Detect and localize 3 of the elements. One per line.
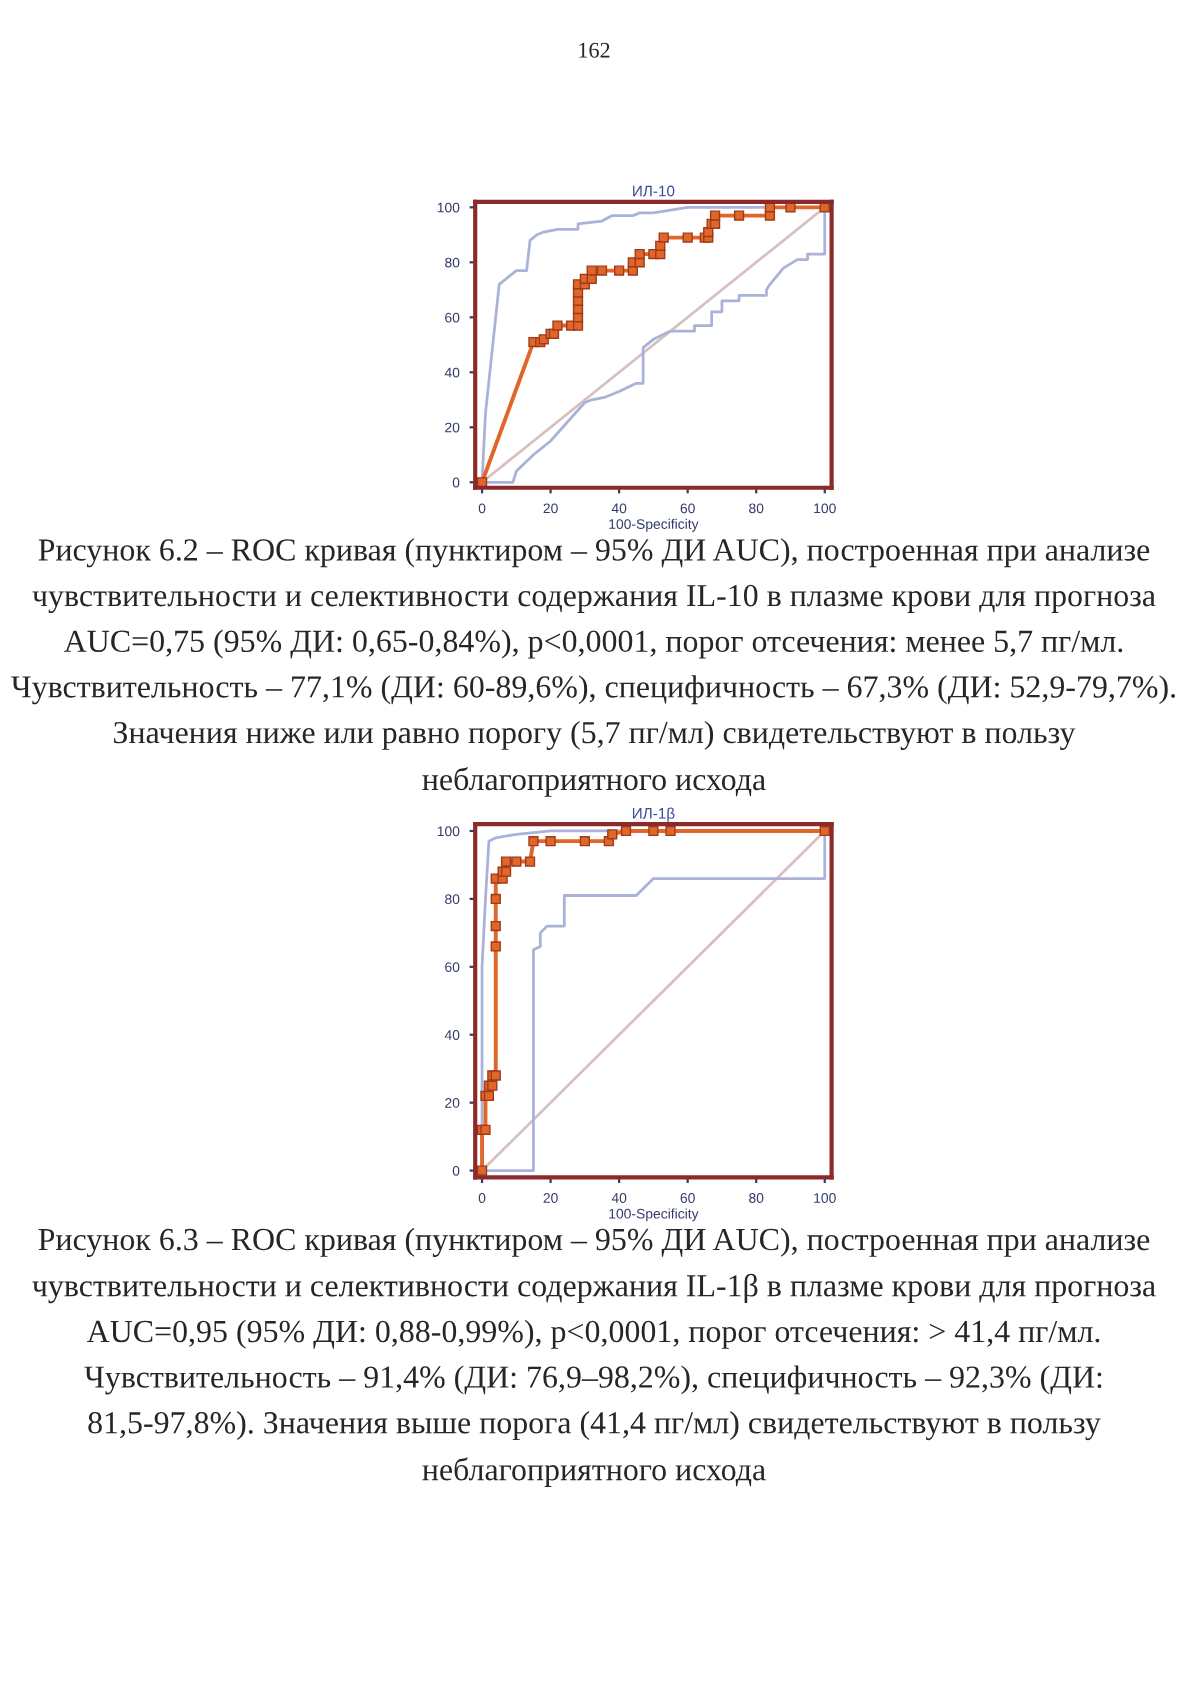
text: Рисунок 6.3 – ROC кривая (пунктиром – 95% ДИ AUC), построенная при анализе чувствительности и селективности содержания IL-1β в плазме крови для прогноза AUC=0,95 (95% ДИ: 0,88-0,99%), p<0,0001, порог отсечения: > 41,4 пг/мл. Чувствительность – 91,4% (ДИ: 76,9–98,2%), специфичность – 92,3% (ДИ: 81,5-97,8%). Значения выше порога (41,4 пг/мл) свидетельствуют в пользу неблагоприятного исхода — [32, 1227, 1156, 1487]
text: 162 — [579, 42, 610, 58]
text: Рисунок 6.2 – ROC кривая (пунктиром – 95% ДИ AUC), построенная при анализе чувствительности и селективности содержания IL-10 в плазме крови для прогноза AUC=0,75 (95% ДИ: 0,65-0,84%), p<0,0001, порог отсечения: менее 5,7 пг/мл. Чувствительность – 77,1% (ДИ: 60-89,6%), специфичность – 67,3% (ДИ: 52,9-79,7%). Значения ниже или равно порогу (5,7 пг/мл) свидетельствуют в пользу неблагоприятного исхода — [11, 538, 1175, 797]
